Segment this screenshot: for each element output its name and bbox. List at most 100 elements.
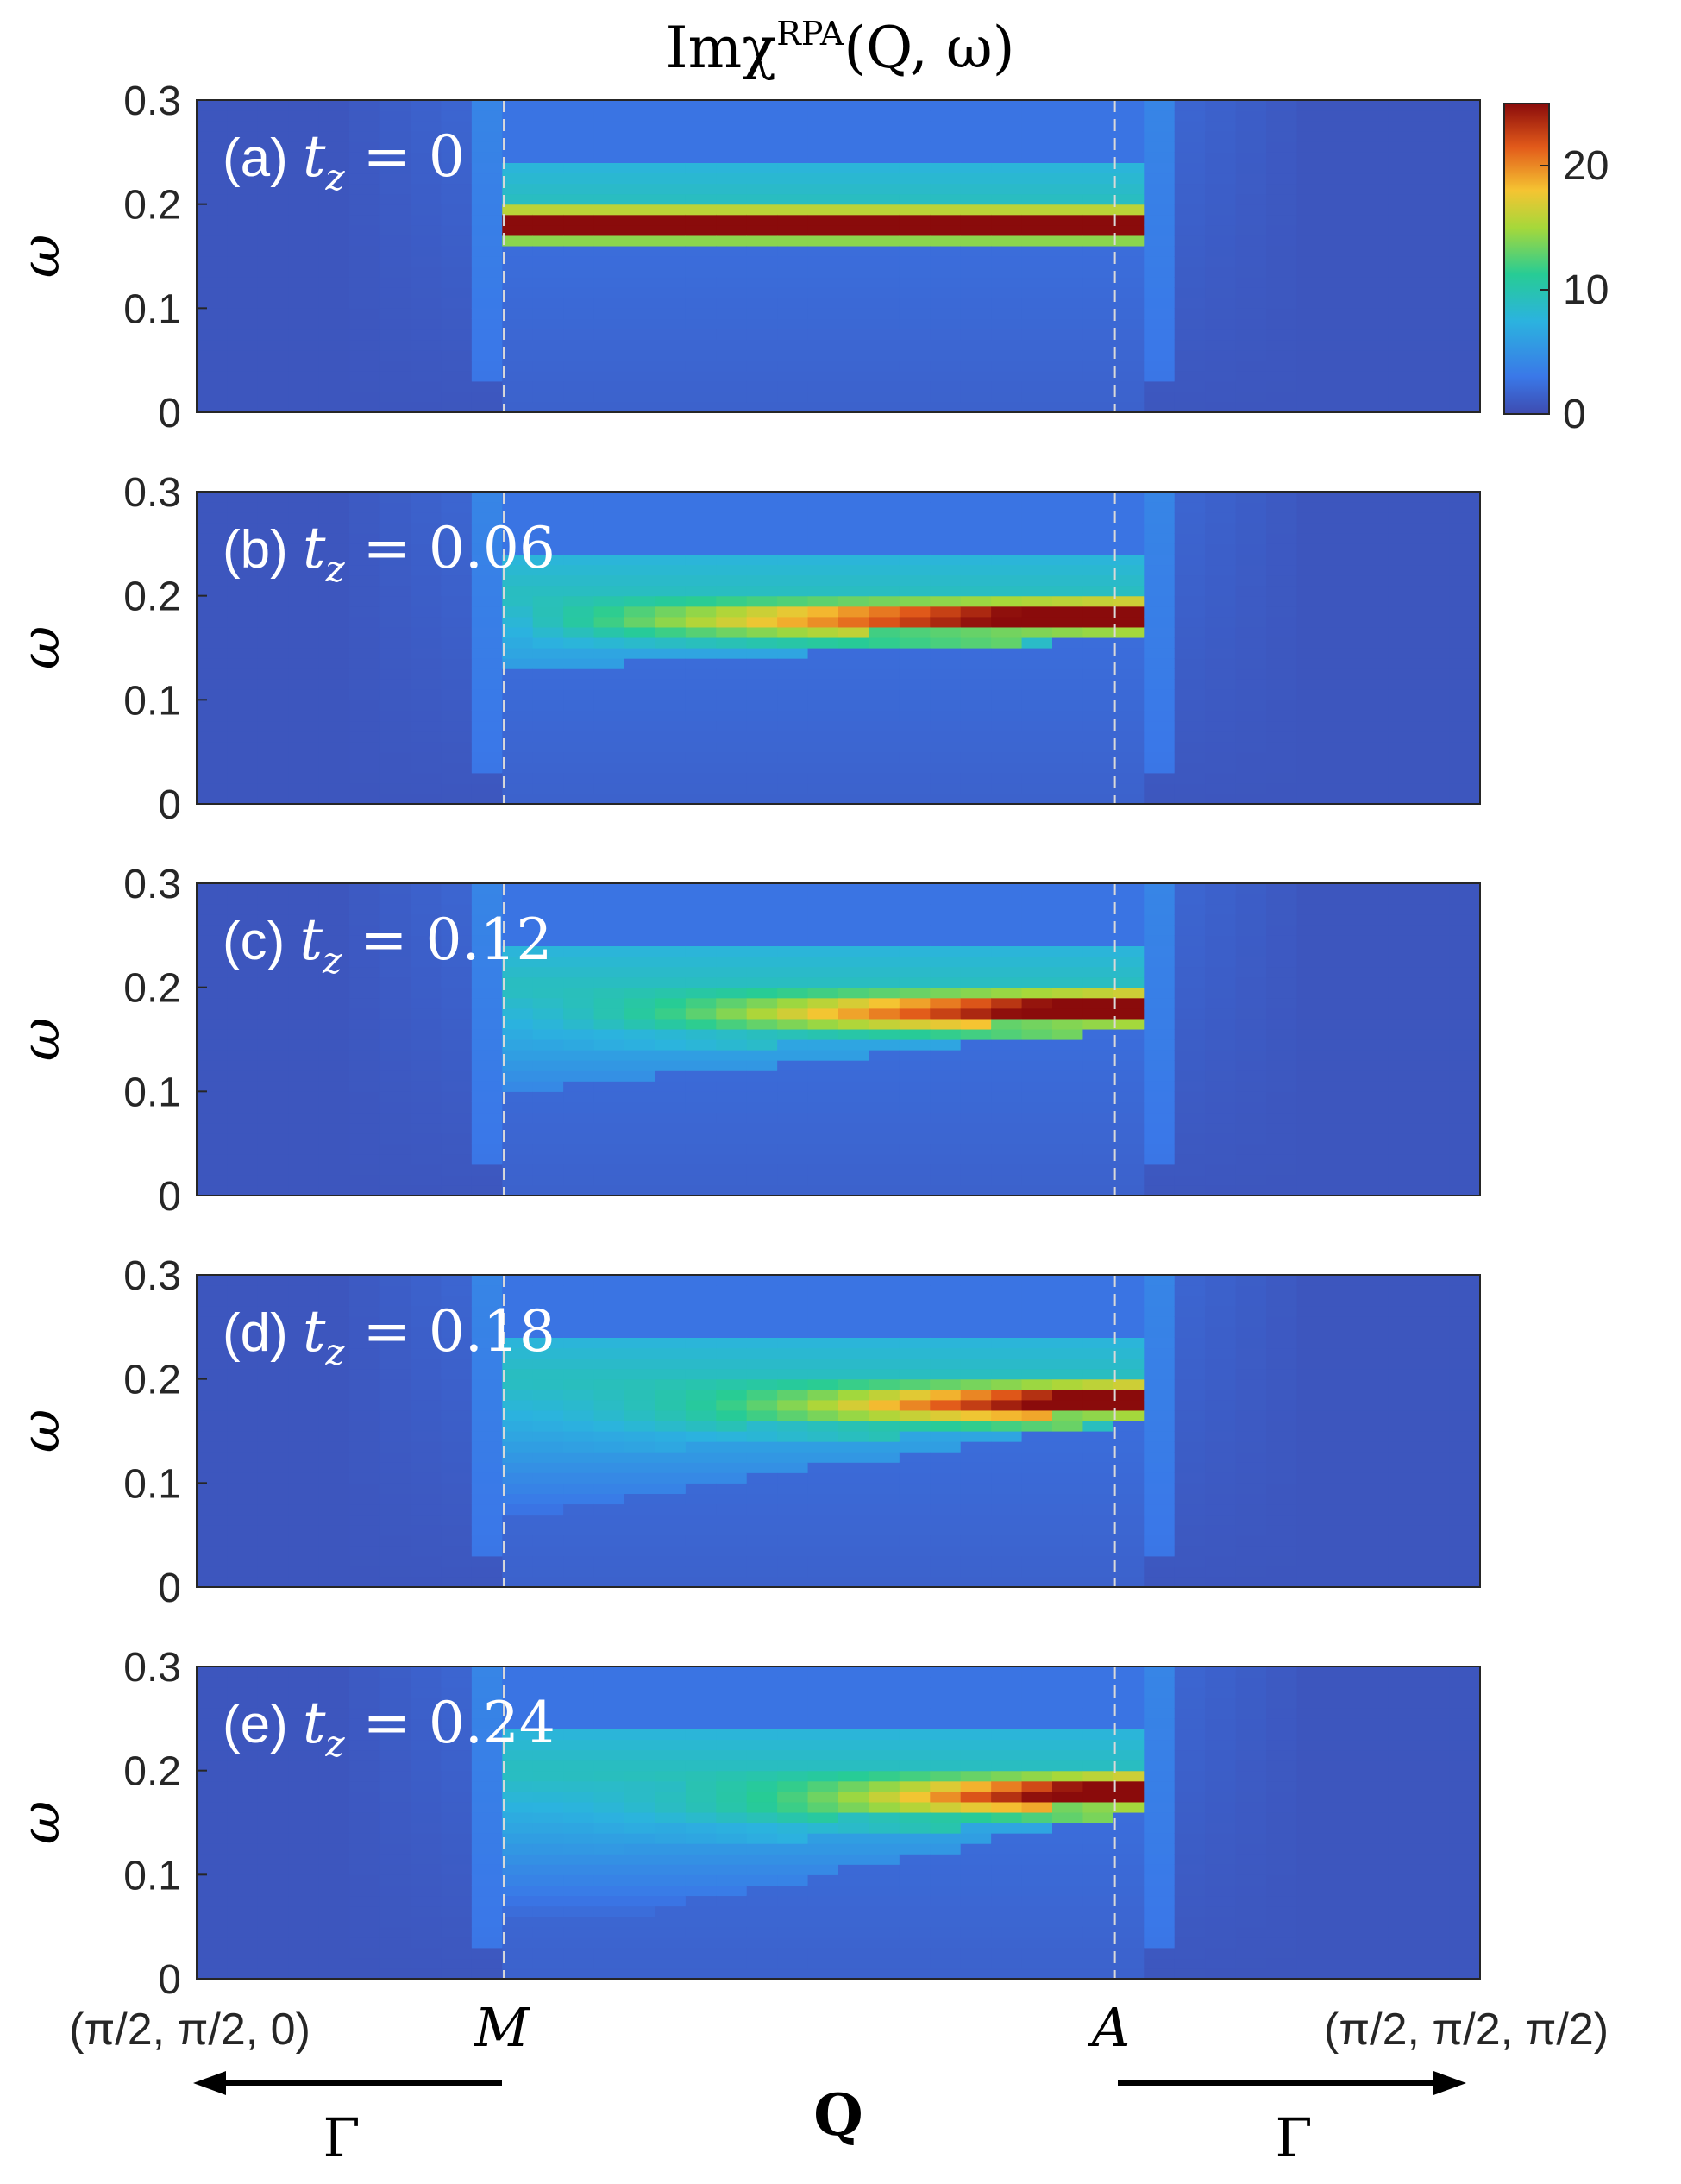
heatmap-cell <box>318 1358 350 1370</box>
heatmap-cell <box>563 204 595 216</box>
heatmap-cell <box>807 1133 839 1145</box>
heatmap-cell <box>1021 162 1053 174</box>
heatmap-cell <box>411 720 442 732</box>
heatmap-cell <box>593 945 625 957</box>
heatmap-cell <box>1388 782 1420 794</box>
heatmap-cell <box>532 637 564 649</box>
heatmap-cell <box>502 741 534 753</box>
heatmap-cell <box>1205 329 1237 341</box>
heatmap-cell <box>1144 1133 1176 1145</box>
heatmap-cell <box>1358 689 1389 700</box>
heatmap-cell <box>1082 1143 1114 1155</box>
heatmap-cell <box>624 935 656 946</box>
heatmap-cell <box>1388 658 1420 669</box>
heatmap-cell <box>807 1060 839 1071</box>
heatmap-cell <box>777 152 809 163</box>
heatmap-cell <box>197 782 229 794</box>
heatmap-cell <box>593 585 625 597</box>
heatmap-cell <box>1327 626 1358 638</box>
heatmap-cell <box>1144 894 1176 905</box>
heatmap-cell <box>1113 689 1145 700</box>
heatmap-cell <box>532 1184 564 1196</box>
heatmap-cell <box>411 380 442 392</box>
heatmap-cell <box>716 1133 748 1145</box>
heatmap-cell <box>349 193 381 205</box>
heatmap-cell <box>930 141 962 153</box>
heatmap-cell <box>991 318 1023 330</box>
heatmap-cell <box>1235 224 1267 236</box>
heatmap-cell <box>1449 267 1481 278</box>
heatmap-cell <box>197 1101 229 1114</box>
heatmap-cell <box>471 512 503 524</box>
heatmap-cell <box>471 131 503 142</box>
heatmap-cell <box>1327 1347 1358 1359</box>
heatmap-cell <box>960 193 992 205</box>
heatmap-cell <box>685 267 717 278</box>
heatmap-cell <box>411 339 442 351</box>
heatmap-cell <box>1144 1174 1176 1186</box>
heatmap-cell <box>411 235 442 247</box>
heatmap-cell <box>899 679 931 690</box>
heatmap-cell <box>257 1472 289 1484</box>
heatmap-cell <box>227 956 259 968</box>
heatmap-cell <box>593 904 625 915</box>
heatmap-cell <box>960 1050 992 1061</box>
heatmap-cell <box>1082 1431 1114 1442</box>
heatmap-cell <box>960 1285 992 1296</box>
heatmap-cell <box>502 267 534 278</box>
heatmap-cell <box>441 1039 473 1051</box>
heatmap-cell <box>1419 543 1451 555</box>
heatmap-cell <box>318 1420 350 1432</box>
heatmap-cell <box>227 1296 259 1307</box>
heatmap-cell <box>1082 1007 1114 1020</box>
heatmap-cell <box>655 616 687 628</box>
heatmap-cell <box>1235 1545 1267 1557</box>
heatmap-cell <box>257 710 289 722</box>
heatmap-cell <box>1266 793 1298 805</box>
heatmap-cell <box>746 904 778 915</box>
heatmap-cell <box>1052 966 1084 978</box>
heatmap-cell <box>441 1133 473 1145</box>
heatmap-cell <box>532 1389 564 1401</box>
heatmap-cell <box>685 1483 717 1494</box>
heatmap-cell <box>593 595 625 607</box>
heatmap-cell <box>685 1174 717 1186</box>
heatmap-cell <box>349 637 381 649</box>
heatmap-cell <box>1144 914 1176 926</box>
heatmap-cell <box>441 904 473 915</box>
heatmap-cell <box>746 100 778 111</box>
heatmap-cell <box>593 298 625 309</box>
heatmap-cell <box>1358 966 1389 978</box>
heatmap-cell <box>1327 772 1358 784</box>
heatmap-cell <box>1327 1070 1358 1082</box>
heatmap-cell <box>257 173 289 185</box>
heatmap-cell <box>1358 1164 1389 1176</box>
heatmap-cell <box>411 1091 442 1102</box>
heatmap-cell <box>838 1164 870 1176</box>
heatmap-cell <box>624 762 656 774</box>
heatmap-cell <box>1144 339 1176 351</box>
heatmap-cell <box>1419 883 1451 894</box>
heatmap-cell <box>502 152 534 163</box>
heatmap-cell <box>1419 976 1451 988</box>
heatmap-cell <box>685 935 717 946</box>
heatmap-cell <box>746 956 778 968</box>
heatmap-cell <box>1449 100 1481 111</box>
heatmap-cell <box>1388 1184 1420 1196</box>
heatmap-cell <box>746 1399 778 1411</box>
heatmap-cell <box>991 492 1023 503</box>
heatmap-cell <box>502 235 534 247</box>
heatmap-cell <box>1113 564 1145 576</box>
heatmap-cell <box>1327 1050 1358 1061</box>
heatmap-cell <box>716 492 748 503</box>
heatmap-cell <box>1327 976 1358 988</box>
heatmap-cell <box>411 1306 442 1317</box>
heatmap-cell <box>1082 976 1114 988</box>
heatmap-cell <box>563 1028 595 1040</box>
heatmap-cell <box>777 658 809 669</box>
heatmap-cell <box>471 543 503 555</box>
heatmap-cell <box>1419 523 1451 534</box>
heatmap-cell <box>869 1153 900 1165</box>
heatmap-cell <box>1021 339 1053 351</box>
heatmap-cell <box>991 648 1023 659</box>
